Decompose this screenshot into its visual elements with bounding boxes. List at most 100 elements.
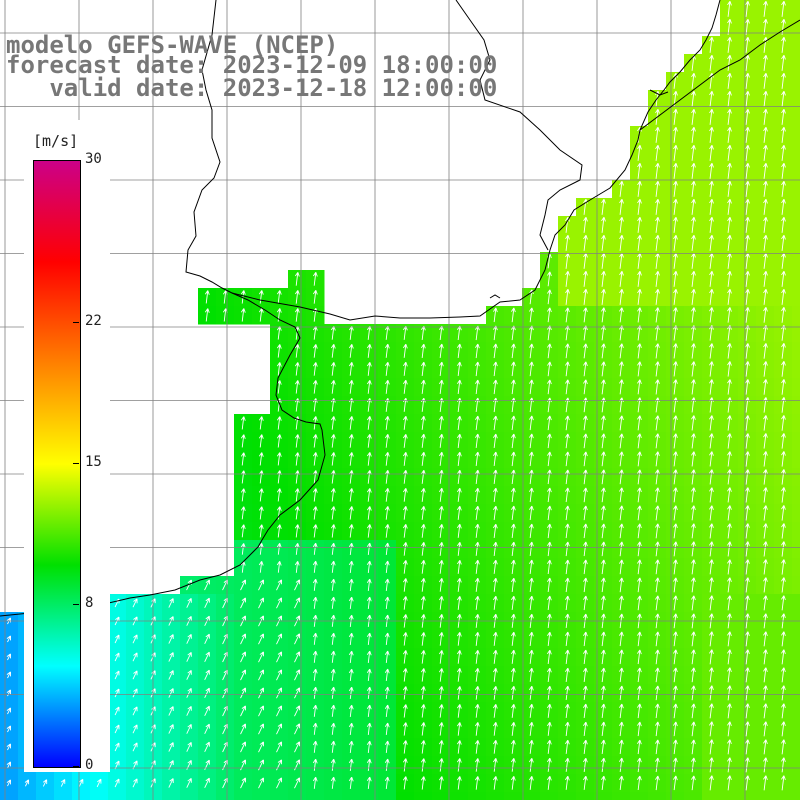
wind-arrow <box>655 685 660 701</box>
wind-arrow <box>709 649 714 665</box>
wind-arrow <box>619 541 624 557</box>
wind-speed-cell <box>792 108 800 127</box>
wind-arrow <box>565 288 570 305</box>
wind-arrow <box>402 433 408 448</box>
wind-arrow <box>781 451 786 467</box>
wind-arrow <box>204 651 210 663</box>
wind-arrow <box>258 741 265 753</box>
wind-arrow <box>475 379 480 395</box>
colorbar-tick-label: 0 <box>85 757 94 773</box>
wind-arrow <box>384 650 390 664</box>
wind-arrow <box>276 777 283 789</box>
colorbar-tick-label: 8 <box>85 595 94 612</box>
wind-arrow <box>529 343 534 359</box>
wind-speed-cell <box>792 90 800 109</box>
wind-arrow <box>384 452 390 466</box>
wind-arrows <box>6 0 786 791</box>
wind-arrow <box>781 379 786 395</box>
wind-arrow <box>709 307 714 323</box>
wind-arrow <box>709 685 714 701</box>
wind-arrow <box>727 703 732 719</box>
wind-arrow <box>366 740 372 753</box>
wind-arrow <box>583 487 588 503</box>
wind-arrow <box>601 721 606 737</box>
wind-arrow <box>709 90 714 107</box>
wind-arrow <box>492 559 498 574</box>
wind-arrow <box>709 721 714 737</box>
wind-arrow <box>673 108 678 125</box>
wind-arrow <box>655 649 660 665</box>
wind-arrow <box>438 668 444 682</box>
wind-arrow <box>619 216 624 233</box>
wind-arrow <box>565 469 570 485</box>
wind-arrow <box>727 667 732 683</box>
wind-arrow <box>168 652 174 662</box>
wind-arrow <box>655 433 660 449</box>
wind-arrow <box>691 595 696 611</box>
wind-arrow <box>420 578 426 592</box>
wind-arrow <box>240 434 246 448</box>
wind-arrow <box>727 631 732 647</box>
wind-arrow <box>348 434 354 448</box>
wind-arrow <box>402 415 408 430</box>
wind-arrow <box>565 505 570 521</box>
wind-arrow <box>673 667 678 683</box>
wind-arrow <box>583 325 588 341</box>
wind-arrow <box>709 433 714 449</box>
wind-arrow <box>583 595 588 611</box>
wind-arrow <box>637 523 642 539</box>
wind-arrow <box>510 703 516 718</box>
wind-arrow <box>745 307 750 323</box>
wind-arrow <box>745 487 750 503</box>
wind-speed-cell <box>792 72 800 91</box>
wind-arrow <box>781 739 786 755</box>
wind-arrow <box>510 559 516 574</box>
wind-arrow <box>637 595 642 611</box>
wind-speed-cell <box>792 216 800 235</box>
wind-arrow <box>276 597 283 609</box>
wind-arrow <box>348 542 354 555</box>
wind-arrow <box>691 343 696 359</box>
wind-arrow <box>637 631 642 647</box>
wind-arrow <box>709 288 714 305</box>
wind-arrow <box>348 596 354 609</box>
wind-arrow <box>763 523 768 539</box>
wind-arrow <box>763 180 768 197</box>
wind-speed-cell <box>792 468 800 487</box>
wind-arrow <box>763 739 768 755</box>
wind-arrow <box>565 234 570 251</box>
wind-arrow <box>510 631 516 646</box>
wind-arrow <box>601 703 606 719</box>
wind-arrow <box>510 721 516 736</box>
wind-arrow <box>781 595 786 611</box>
wind-arrow <box>709 198 714 215</box>
wind-arrow <box>132 598 138 608</box>
wind-speed-cell <box>198 792 217 800</box>
wind-arrow <box>691 685 696 701</box>
wind-arrow <box>493 307 498 323</box>
wind-arrow <box>529 469 534 485</box>
wind-arrow <box>420 740 426 754</box>
wind-arrow <box>186 597 192 608</box>
wind-arrow <box>637 775 642 791</box>
wind-arrow <box>276 344 282 358</box>
wind-arrow <box>366 488 372 502</box>
wind-arrow <box>727 559 732 575</box>
wind-arrow <box>619 180 624 197</box>
wind-arrow <box>547 577 552 593</box>
wind-arrow <box>528 667 534 682</box>
wind-arrow <box>492 704 498 718</box>
wind-arrow <box>294 506 300 520</box>
wind-arrow <box>547 433 552 449</box>
wind-arrow <box>276 524 282 538</box>
wind-speed-cell <box>522 792 541 800</box>
wind-arrow <box>655 757 660 773</box>
wind-arrow <box>709 559 714 575</box>
wind-speed-cell <box>252 792 271 800</box>
wind-arrow <box>348 722 354 735</box>
wind-arrow <box>673 198 678 215</box>
wind-arrow <box>402 542 408 556</box>
wind-arrow <box>619 379 624 395</box>
wind-arrow <box>547 487 552 503</box>
wind-arrow <box>168 778 174 788</box>
